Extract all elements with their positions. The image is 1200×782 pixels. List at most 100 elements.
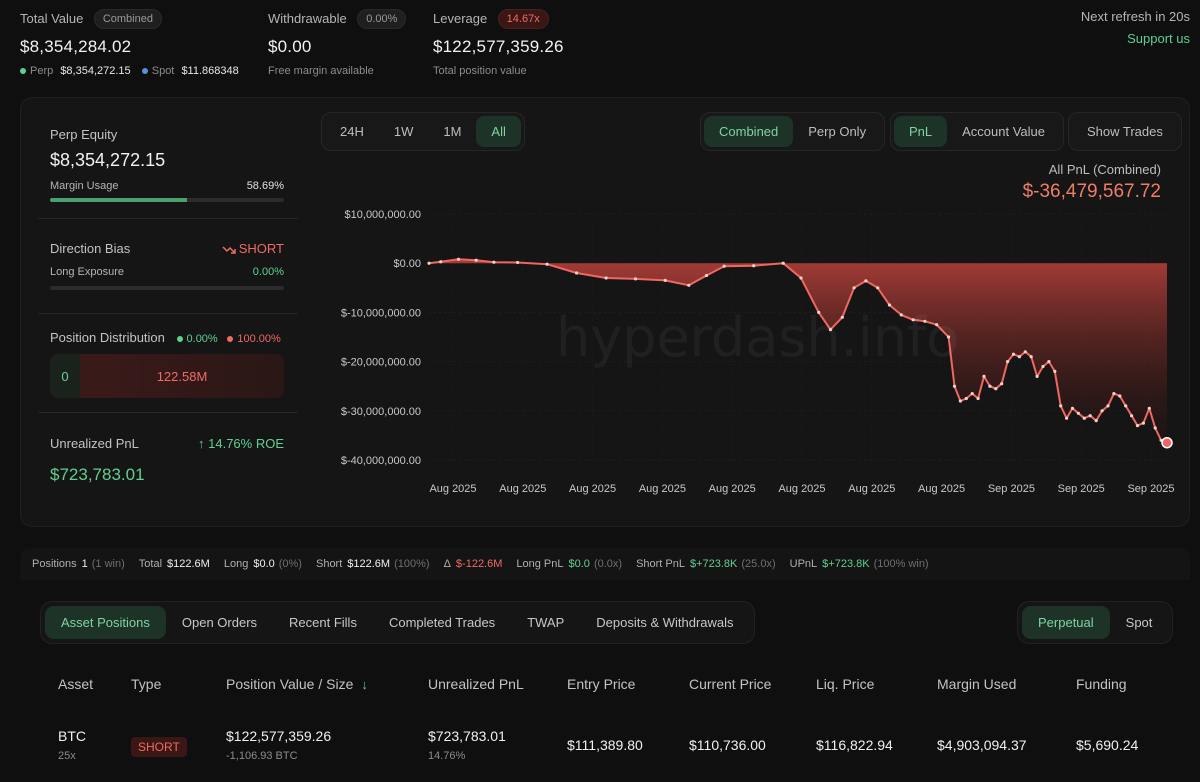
pnl-point (952, 384, 957, 388)
long-amount: 0 (50, 354, 80, 398)
tab-completed-trades[interactable]: Completed Trades (388, 615, 496, 630)
pnl-point (1059, 404, 1063, 408)
pnl-point (988, 384, 992, 388)
position-value-cell: $122,577,359.26 (226, 728, 332, 744)
chart-header: All PnL (Combined) $-36,479,567.72 (1023, 162, 1161, 203)
tab-asset-positions[interactable]: Asset Positions (45, 606, 166, 639)
trend-down-icon (222, 246, 236, 254)
y-tick-label: $10,000,000.00 (345, 209, 421, 221)
pnl-point (1041, 364, 1045, 369)
col-current-price[interactable]: Current Price (689, 676, 772, 692)
mode-selector: Combined Perp Only (700, 112, 886, 151)
position-cell: $122,577,359.26 -1,106.93 BTC (226, 728, 331, 762)
funding: $5,690.24 (1076, 737, 1139, 753)
pnl-point (947, 335, 951, 339)
position-value-sub: Total position value (433, 65, 527, 77)
show-trades-button[interactable]: Show Trades (1087, 124, 1163, 139)
pnl-point (1147, 406, 1151, 410)
x-tick-label: Aug 2025 (778, 483, 825, 495)
metric-account-value[interactable]: Account Value (962, 124, 1046, 139)
margin-usage-label: Margin Usage (50, 180, 119, 192)
pnl-point (1112, 392, 1116, 396)
metric-pnl[interactable]: PnL (894, 116, 948, 147)
tab-open-orders[interactable]: Open Orders (181, 615, 258, 630)
direction-bias-label: Direction Bias (50, 241, 131, 256)
pnl-point (1011, 352, 1016, 356)
total-value: $8,354,284.02 (20, 37, 132, 56)
long-exposure-value: 0.00% (252, 266, 284, 278)
y-tick-label: $-10,000,000.00 (341, 307, 421, 319)
perp-value: $8,354,272.15 (60, 65, 131, 77)
pnl-point (982, 374, 986, 378)
left-divider-3 (38, 412, 298, 413)
col-position-value[interactable]: Position Value / Size ↓ (226, 676, 368, 694)
long-dot-icon (176, 335, 183, 342)
roe-badge: ↑ 14.76% ROE (198, 436, 284, 451)
pnl-point (427, 261, 431, 265)
upnl-value: $723,783.01 (428, 728, 506, 744)
pnl-point (958, 399, 963, 403)
asset-cell: BTC 25x (58, 728, 86, 762)
tab-deposits-withdrawals[interactable]: Deposits & Withdrawals (596, 615, 734, 630)
tabs-bar: Asset Positions Open Orders Recent Fills Co… (40, 601, 755, 644)
col-entry-price[interactable]: Entry Price (567, 676, 636, 692)
roe-value: 14.76% ROE (208, 436, 284, 451)
x-tick-label: Aug 2025 (569, 483, 616, 495)
refresh-timer: Next refresh in 20s (1080, 9, 1190, 24)
pnl-point (575, 271, 579, 275)
pnl-point (976, 396, 980, 401)
table-row[interactable]: BTC 25x SHORT $122,577,359.26 -1,106.93 … (0, 728, 1200, 782)
pnl-point (1088, 414, 1092, 418)
margin-usage-fill (50, 198, 188, 202)
tab-twap[interactable]: TWAP (527, 615, 565, 630)
pnl-point (1047, 360, 1051, 364)
summary-extra: (100%) (394, 558, 430, 570)
pnl-point (1017, 355, 1022, 359)
range-1w[interactable]: 1W (393, 124, 414, 139)
chart-header-label: All PnL (Combined) (1048, 162, 1161, 177)
range-selector: 24H 1W 1M All (321, 112, 525, 151)
range-1m[interactable]: 1M (443, 124, 462, 139)
pnl-point (516, 260, 520, 265)
direction-bias-badge: SHORT (222, 241, 284, 256)
mode-perp-only[interactable]: Perp Only (808, 124, 867, 139)
summary-value: $122.6M (347, 558, 391, 570)
mode-combined[interactable]: Combined (704, 116, 794, 147)
col-asset[interactable]: Asset (58, 676, 94, 692)
col-type[interactable]: Type (131, 676, 162, 692)
pnl-point (704, 273, 709, 278)
y-tick-label: $-20,000,000.00 (341, 357, 421, 369)
perp-equity-label: Perp Equity (50, 127, 118, 142)
summary-extra: (100% win) (873, 558, 929, 570)
support-link[interactable]: Support us (1127, 31, 1190, 46)
long-exposure-bar (50, 286, 284, 290)
col-liq-price[interactable]: Liq. Price (816, 676, 875, 692)
summary-item-positions: Positions 1 (1 win) (32, 558, 125, 570)
arrow-up-icon: ↑ (198, 436, 209, 451)
pnl-point (864, 279, 868, 283)
position-distribution-label: Position Distribution (50, 330, 165, 345)
range-all[interactable]: All (476, 116, 521, 147)
summary-value: $+723.8K (689, 558, 738, 570)
pnl-point (545, 262, 549, 266)
market-tab-perpetual[interactable]: Perpetual (1022, 606, 1110, 639)
x-tick-label: Aug 2025 (918, 483, 965, 495)
col-funding[interactable]: Funding (1076, 676, 1127, 692)
pnl-point (687, 283, 691, 287)
left-panel: Perp Equity $8,354,272.15 Margin Usage 5… (50, 127, 284, 202)
summary-key: Positions (32, 558, 77, 570)
tab-recent-fills[interactable]: Recent Fills (289, 615, 357, 630)
combined-pill: Combined (93, 9, 162, 29)
x-tick-label: Aug 2025 (499, 483, 546, 495)
pnl-point (1124, 404, 1128, 408)
col-unrealized-pnl[interactable]: Unrealized PnL (428, 676, 524, 692)
market-tab-spot[interactable]: Spot (1125, 615, 1153, 630)
col-margin-used[interactable]: Margin Used (937, 676, 1017, 692)
pnl-point (1065, 416, 1069, 420)
pnl-point (1153, 426, 1157, 430)
pnl-point (899, 313, 903, 317)
pnl-point (456, 257, 461, 261)
pnl-point (1141, 421, 1145, 425)
perp-dot-icon (20, 68, 26, 75)
range-24h[interactable]: 24H (340, 124, 364, 139)
